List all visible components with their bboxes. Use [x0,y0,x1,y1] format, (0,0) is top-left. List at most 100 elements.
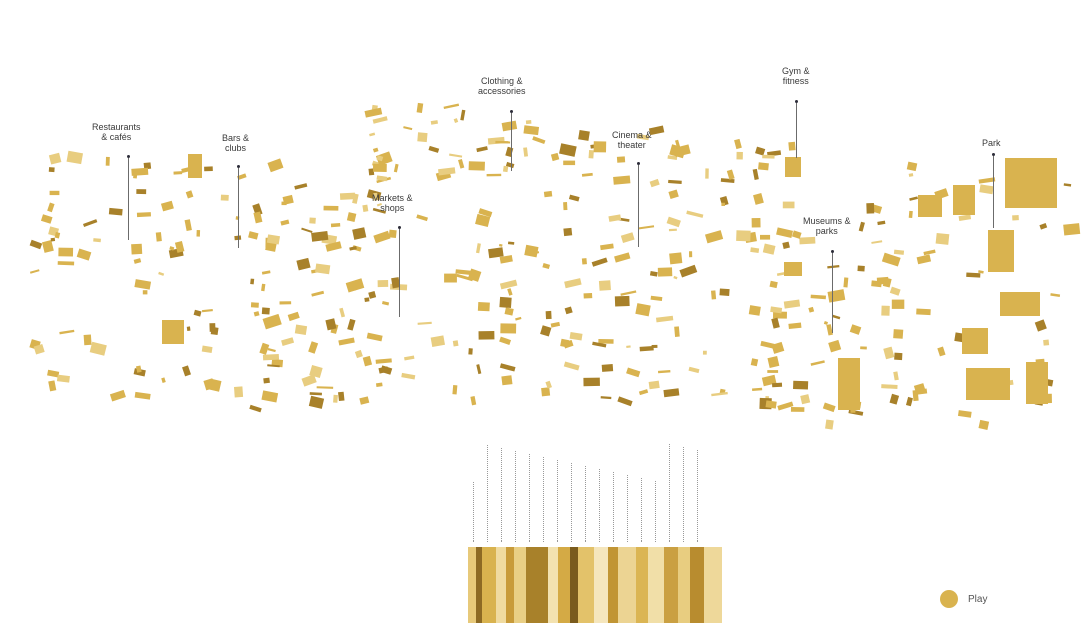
building-footprint [753,192,764,205]
building-footprint [1012,215,1019,221]
building-footprint [261,307,270,315]
building-footprint [330,222,341,228]
building-footprint [136,189,147,195]
building-footprint [393,163,399,173]
building-footprint [338,391,345,402]
building-footprint [498,243,503,247]
building-footprint [648,380,660,390]
building-footprint [234,386,244,398]
building-footprint [957,410,972,418]
building-footprint [686,210,704,218]
building-footprint [1026,362,1048,404]
building-footprint [675,139,681,150]
building-footprint [750,247,760,254]
building-footprint [488,247,504,259]
building-footprint [616,156,626,163]
building-footprint [188,154,202,178]
building-footprint [201,308,213,313]
label-restaurants-line2: & cafés [101,132,132,142]
legend-label-play: Play [968,593,988,605]
building-footprint [203,378,216,391]
building-footprint [871,240,883,244]
building-footprint [657,267,673,277]
building-footprint [185,190,194,199]
label-markets-line1: Markets & [372,193,413,203]
building-footprint [649,178,660,188]
leader-dot-bars [237,165,240,168]
building-footprint [800,394,811,405]
building-footprint [568,194,580,202]
building-footprint [591,257,608,267]
building-footprint [294,183,308,190]
building-footprint [825,419,834,430]
building-footprint [666,216,681,228]
building-footprint [388,229,397,239]
leader-dot-restaurants [127,155,130,158]
building-footprint [372,163,387,172]
stripe-segment [618,547,636,623]
building-footprint [253,211,263,224]
building-footprint [1063,183,1072,187]
building-footprint [793,380,809,390]
stripe-label-mark [570,463,572,542]
building-footprint [364,107,383,118]
building-footprint [545,310,552,320]
building-footprint [266,234,281,245]
stripe-segment [704,547,722,623]
building-footprint [908,210,913,219]
building-footprint [301,227,313,234]
stripe-segment [482,547,496,623]
building-footprint [679,264,698,278]
stripe-label-mark [500,448,502,542]
building-footprint [499,279,518,290]
building-footprint [542,262,551,270]
building-footprint [736,230,751,242]
stripe-segment [594,547,608,623]
building-footprint [377,280,389,288]
building-footprint [600,396,612,400]
building-footprint [560,338,570,348]
leader-dot-gym [795,100,798,103]
building-footprint [248,231,259,240]
building-footprint [667,155,678,160]
building-footprint [962,328,988,354]
building-footprint [810,360,825,366]
building-footprint [583,377,600,387]
building-footprint [563,361,580,371]
building-footprint [822,402,836,413]
building-footprint [891,299,905,309]
building-footprint [134,391,151,400]
building-footprint [280,219,290,226]
building-footprint [958,214,972,221]
building-footprint [726,169,735,180]
building-footprint [56,374,70,383]
building-footprint [668,228,677,232]
building-footprint [978,270,984,274]
building-footprint [918,195,942,217]
building-footprint [893,371,899,381]
building-footprint [136,212,151,218]
building-footprint [592,341,607,348]
building-footprint [391,277,401,289]
building-footprint [523,125,540,136]
building-footprint [54,231,61,239]
building-footprint [543,190,553,198]
building-footprint [403,126,413,131]
label-bars-line2: clubs [225,143,247,153]
stripe-segment [506,547,514,623]
stripe-segment [678,547,690,623]
building-footprint [501,120,518,132]
building-footprint [598,339,614,344]
building-footprint [444,273,457,283]
building-footprint [988,230,1014,272]
building-footprint [505,161,515,169]
building-footprint [905,396,913,407]
building-footprint [784,262,802,276]
building-footprint [109,389,126,402]
building-footprint [475,243,481,254]
building-footprint [308,341,319,354]
building-footprint [564,306,573,315]
building-footprint [525,120,532,125]
label-park: Park [982,138,1001,148]
